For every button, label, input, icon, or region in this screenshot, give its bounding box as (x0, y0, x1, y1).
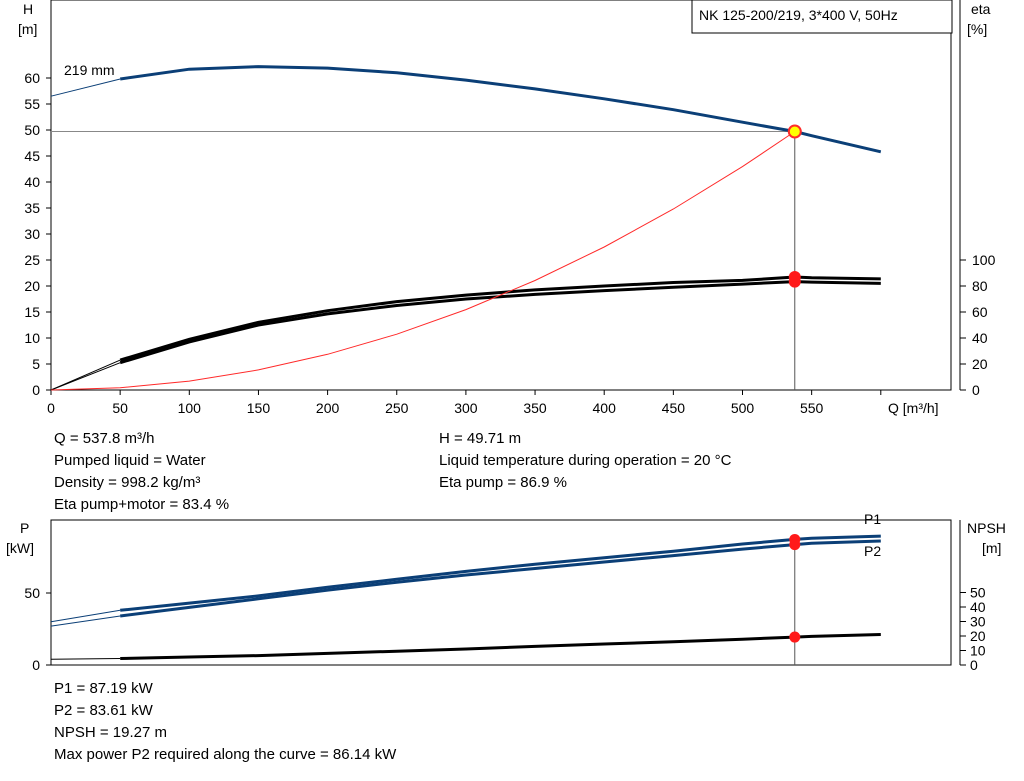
npsh-axis-label-2: [m] (982, 540, 1001, 556)
p2-series-label: P2 (864, 543, 881, 559)
x-tick-label: 50 (112, 400, 128, 416)
h-axis-label-1: H (23, 1, 33, 17)
series-line-extension (50, 615, 121, 627)
npsh-tick-label: 30 (970, 614, 986, 630)
h-tick-label: 60 (24, 70, 40, 86)
operating-point-marker (787, 124, 802, 139)
h-tick-label: 0 (32, 382, 40, 398)
info-eta-pump: Eta pump = 86.9 % (439, 474, 567, 491)
h-tick-label: 15 (24, 304, 40, 320)
eta-tick-label: 100 (972, 252, 996, 268)
x-tick-label: 350 (523, 400, 547, 416)
info-liquid: Pumped liquid = Water (54, 452, 206, 469)
eta-tick-label: 20 (972, 356, 988, 372)
p-axis-label-1: P (20, 520, 29, 536)
h-tick-label: 5 (32, 356, 40, 372)
npsh-tick-label: 50 (970, 585, 986, 601)
info-density: Density = 998.2 kg/m³ (54, 474, 201, 491)
x-tick-label: 100 (178, 400, 202, 416)
system-curve-line (50, 131, 796, 391)
info-flow: Q = 537.8 m³/h (54, 430, 155, 447)
h-tick-label: 50 (24, 122, 40, 138)
x-tick-label: 400 (593, 400, 617, 416)
info-top-left: Q = 537.8 m³/h Pumped liquid = Water Den… (54, 428, 229, 516)
h-tick-label: 30 (24, 226, 40, 242)
h-tick-label: 55 (24, 96, 40, 112)
info-p2: P2 = 83.61 kW (54, 702, 153, 719)
info-eta-total: Eta pump+motor = 83.4 % (54, 496, 230, 513)
series-line-extension (50, 658, 121, 660)
x-tick-label: 500 (731, 400, 755, 416)
series-line-extension (50, 78, 121, 97)
title-box (691, 0, 953, 34)
npsh-tick-label: 20 (970, 628, 986, 644)
series-line-extension (50, 609, 121, 623)
h-tick-label: 45 (24, 148, 40, 164)
p-tick-label: 0 (32, 657, 40, 673)
curve-label: 219 mm (64, 62, 115, 78)
eta-axis-label-2: [%] (967, 21, 987, 37)
chart-title: NK 125-200/219, 3*400 V, 50Hz (699, 7, 898, 23)
p-tick-label: 50 (24, 585, 40, 601)
p-axis-label-2: [kW] (6, 540, 34, 556)
eta-tick-label: 60 (972, 304, 988, 320)
npsh-tick-label: 10 (970, 643, 986, 659)
h-tick-label: 10 (24, 330, 40, 346)
h-tick-label: 35 (24, 200, 40, 216)
series-line-extension (50, 362, 121, 391)
x-tick-label: 300 (454, 400, 478, 416)
q-axis-label: Q [m³/h] (888, 400, 939, 416)
info-max-p2: Max power P2 required along the curve = … (54, 746, 397, 763)
eta-tick-label: 80 (972, 278, 988, 294)
top-plot-area (50, 0, 952, 391)
eta-tick-label: 0 (972, 382, 980, 398)
npsh-tick-label: 0 (970, 657, 978, 673)
x-tick-label: 150 (247, 400, 271, 416)
p1-series-label: P1 (864, 511, 881, 527)
npsh-tick-label: 40 (970, 599, 986, 615)
info-top-right: H = 49.71 m Liquid temperature during op… (439, 428, 731, 494)
eta-axis-label-1: eta (971, 1, 991, 17)
info-p1: P1 = 87.19 kW (54, 680, 153, 697)
info-bottom: P1 = 87.19 kW P2 = 83.61 kW NPSH = 19.27… (54, 678, 396, 766)
h-axis-label-2: [m] (18, 21, 37, 37)
operating-point-p2 (789, 539, 801, 551)
x-tick-label: 550 (800, 400, 824, 416)
x-tick-label: 0 (47, 400, 55, 416)
h-tick-label: 25 (24, 252, 40, 268)
x-tick-label: 250 (385, 400, 409, 416)
x-tick-label: 200 (316, 400, 340, 416)
info-head: H = 49.71 m (439, 430, 522, 447)
eta-tick-label: 40 (972, 330, 988, 346)
eta-total-point (788, 275, 801, 288)
x-tick-label: 450 (662, 400, 686, 416)
npsh-axis-label-1: NPSH (967, 520, 1006, 536)
h-tick-label: 40 (24, 174, 40, 190)
operating-point-npsh (789, 631, 801, 643)
info-npsh: NPSH = 19.27 m (54, 724, 167, 741)
h-tick-label: 20 (24, 278, 40, 294)
info-temperature: Liquid temperature during operation = 20… (439, 452, 732, 469)
